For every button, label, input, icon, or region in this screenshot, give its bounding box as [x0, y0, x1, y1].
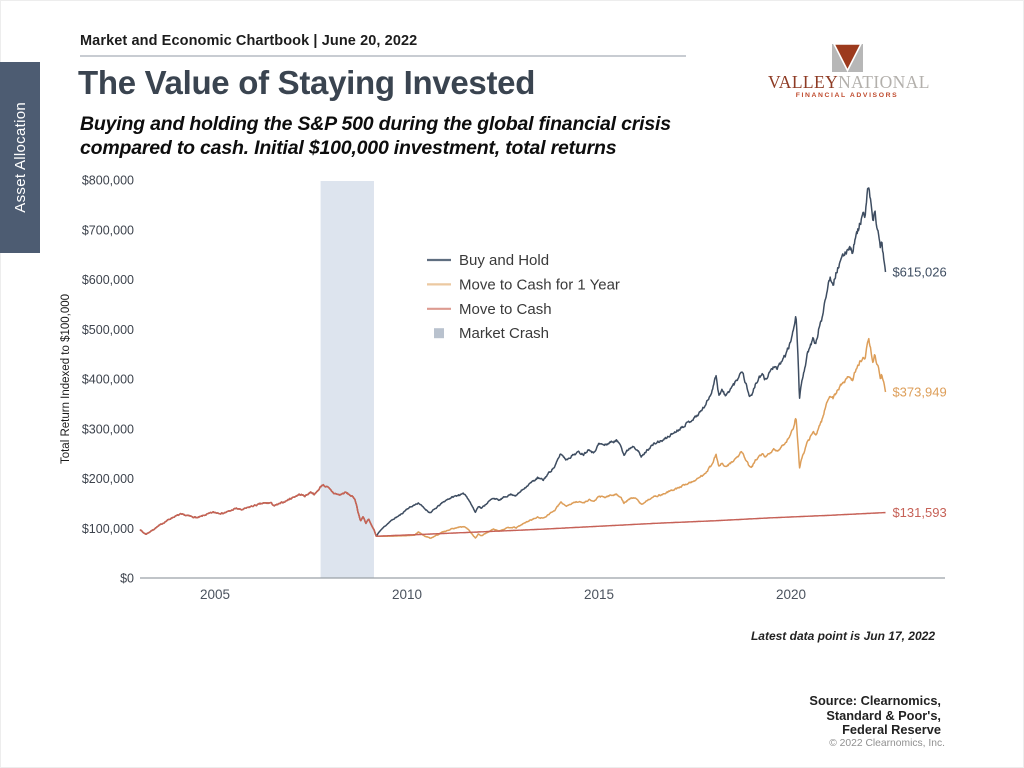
chart-area: $0 $100,000 $200,000 $300,000 $400,000 $500,0…	[55, 165, 960, 645]
page-subtitle: Buying and holding the S&P 500 during th…	[80, 112, 671, 160]
series-line-buy-and-hold	[139, 187, 887, 537]
source-line-3: Federal Reserve	[842, 722, 941, 738]
copyright-notice: © 2022 Clearnomics, Inc.	[829, 738, 945, 749]
series-end-label: $615,026	[892, 265, 946, 280]
legend-label: Market Crash	[459, 325, 549, 342]
logo-word-valley: VALLEY	[768, 72, 839, 92]
y-axis-title: Total Return Indexed to $100,000	[60, 294, 72, 464]
x-tick-label: 2005	[200, 587, 230, 602]
latest-data-note: Latest data point is Jun 17, 2022	[750, 629, 935, 643]
legend-label: Move to Cash for 1 Year	[459, 276, 620, 293]
chart-svg: $0 $100,000 $200,000 $300,000 $400,000 $500,0…	[60, 174, 947, 603]
chartbook-header: Market and Economic Chartbook | June 20,…	[80, 33, 418, 49]
legend-label: Move to Cash	[459, 301, 552, 318]
series-line-move-to-cash	[139, 483, 886, 537]
y-tick-label: $800,000	[82, 174, 134, 188]
y-tick-label: $300,000	[82, 422, 134, 436]
series-end-label: $131,593	[892, 505, 946, 520]
valley-national-logo-icon	[831, 44, 863, 72]
valley-national-logo: VALLEYNATIONAL FINANCIAL ADVISORS	[768, 44, 929, 99]
series-line-move-to-cash-for-1-year	[139, 337, 887, 539]
x-tick-label: 2020	[776, 587, 806, 602]
page-title: The Value of Staying Invested	[78, 64, 536, 101]
logo-tagline: FINANCIAL ADVISORS	[795, 92, 899, 99]
x-tick-label: 2010	[392, 587, 422, 602]
page-subtitle-line1: Buying and holding the S&P 500 during th…	[80, 113, 671, 135]
legend-label: Buy and Hold	[459, 252, 549, 269]
y-tick-label: $100,000	[82, 522, 134, 536]
y-tick-label: $400,000	[82, 373, 134, 387]
y-tick-label: $500,000	[82, 323, 134, 337]
header-rule	[80, 55, 686, 57]
logo-wordmark: VALLEYNATIONAL	[768, 72, 929, 92]
market-crash-band	[320, 181, 374, 578]
sidebar-tab-label: Asset Allocation	[11, 102, 29, 213]
source-attribution: Source: Clearnomics, Standard & Poor's, …	[700, 693, 941, 738]
y-tick-label: $0	[120, 572, 134, 586]
y-tick-label: $700,000	[82, 223, 134, 237]
legend-swatch-square	[434, 328, 444, 339]
y-tick-label: $600,000	[82, 273, 134, 287]
page-subtitle-line2: compared to cash. Initial $100,000 inves…	[80, 137, 617, 159]
sidebar-tab-asset-allocation[interactable]: Asset Allocation	[0, 62, 40, 253]
x-tick-label: 2015	[584, 587, 614, 602]
source-line-2: Standard & Poor's,	[826, 707, 941, 723]
logo-word-national: NATIONAL	[838, 72, 930, 92]
y-tick-label: $200,000	[82, 472, 134, 486]
source-line-1: Source: Clearnomics,	[809, 693, 941, 708]
series-end-label: $373,949	[892, 384, 946, 399]
